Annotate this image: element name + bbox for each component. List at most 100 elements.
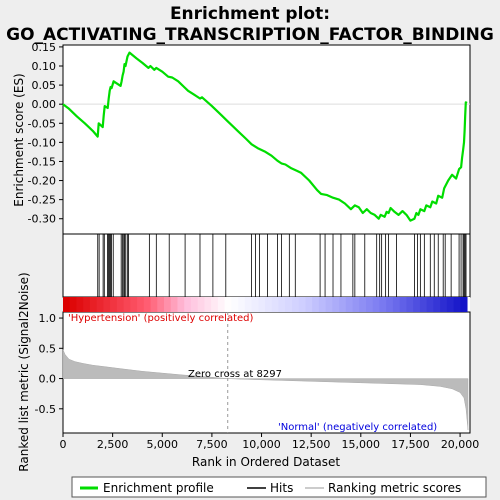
ranking-metric-area: [62, 312, 469, 433]
heatmap-segment: [413, 297, 421, 312]
heatmap-segment: [386, 297, 394, 312]
heatmap-segment: [204, 297, 212, 312]
heatmap-segment: [63, 297, 71, 312]
es-curve: [62, 51, 468, 222]
legend: Enrichment profile Hits Ranking metric s…: [71, 476, 487, 498]
heatmap-segment: [298, 297, 306, 312]
heatmap-segment: [332, 297, 340, 312]
metric-y-tick-label: 0.0: [39, 373, 57, 386]
heatmap-segment: [69, 297, 77, 312]
heatmap-segment: [224, 297, 232, 312]
x-tick-label: 12,500: [292, 438, 331, 451]
x-tick-label: 15,000: [342, 438, 381, 451]
x-tick-label: 2,500: [97, 438, 129, 451]
heatmap-segment: [110, 297, 118, 312]
heatmap-segment: [359, 297, 367, 312]
heatmap-segment: [352, 297, 360, 312]
x-tick-label: 17,500: [391, 438, 430, 451]
heatmap-segment: [460, 297, 468, 312]
heatmap-gradient: [63, 297, 468, 312]
heatmap-segment: [96, 297, 104, 312]
x-tick-label: 0: [60, 438, 67, 451]
x-tick-label: 7,500: [196, 438, 228, 451]
es-y-tick-label: -0.15: [28, 155, 56, 168]
metric-y-tick-label: -0.5: [35, 403, 56, 416]
heatmap-segment: [184, 297, 192, 312]
x-axis-label: Rank in Ordered Dataset: [192, 455, 340, 469]
legend-metric-label: Ranking metric scores: [328, 481, 461, 495]
top-y-axis-label: Enrichment score (ES): [12, 73, 26, 206]
heatmap-segment: [170, 297, 178, 312]
es-curve-group: [62, 51, 468, 222]
zero-cross-label: Zero cross at 8297: [188, 369, 282, 380]
heatmap-segment: [231, 297, 239, 312]
heatmap-segment: [265, 297, 273, 312]
hit-marks: [97, 234, 467, 297]
heatmap-segment: [103, 297, 111, 312]
heatmap-segment: [399, 297, 407, 312]
hits-panel: [62, 233, 471, 298]
heatmap-segment: [372, 297, 380, 312]
es-y-tick-label: 0.10: [32, 60, 57, 73]
es-panel: [62, 44, 471, 235]
heatmap-segment: [217, 297, 226, 312]
heatmap-segment: [238, 297, 246, 312]
heatmap-segment: [244, 297, 253, 312]
bottom-y-axis-label: Ranked list metric (Signal2Noise): [17, 272, 31, 471]
heatmap-segment: [271, 297, 279, 312]
positive-label: 'Hypertension' (positively correlated): [68, 313, 254, 324]
heatmap-segment: [318, 297, 327, 312]
x-tick-label: 20,000: [441, 438, 480, 451]
title-line1: Enrichment plot:: [170, 4, 330, 24]
heatmap-segment: [164, 297, 172, 312]
x-tick-label: 5,000: [147, 438, 179, 451]
title-line2: GO_ACTIVATING_TRANSCRIPTION_FACTOR_BINDI…: [6, 25, 494, 45]
legend-enrichment-label: Enrichment profile: [103, 481, 214, 495]
heatmap-segment: [305, 297, 313, 312]
heatmap-segment: [89, 297, 98, 312]
es-y-tick-label: -0.05: [28, 117, 56, 130]
legend-hits-label: Hits: [270, 481, 293, 495]
heatmap-segment: [291, 297, 300, 312]
heatmap-segment: [426, 297, 434, 312]
heatmap-segment: [419, 297, 428, 312]
heatmap-segment: [150, 297, 158, 312]
heatmap-segment: [190, 297, 199, 312]
heatmap-segment: [406, 297, 414, 312]
heatmap-segment: [312, 297, 320, 312]
metric-y-axis: 1.0 0.5 0.0 -0.5: [35, 312, 63, 416]
x-tick-label: 10,000: [242, 438, 281, 451]
heatmap-segment: [83, 297, 91, 312]
heatmap-segment: [130, 297, 138, 312]
legend-box: [71, 476, 487, 498]
metric-area: [62, 349, 469, 431]
es-y-tick-label: -0.10: [28, 136, 56, 149]
es-y-tick-label: -0.25: [28, 194, 56, 207]
x-axis: 0 2,500 5,000 7,500 10,000 12,500 15,000 17,500…: [60, 433, 480, 451]
heatmap-segment: [143, 297, 152, 312]
metric-y-tick-label: 0.5: [39, 342, 57, 355]
heatmap-segment: [116, 297, 125, 312]
heatmap-segment: [278, 297, 286, 312]
es-y-tick-label: -0.20: [28, 175, 56, 188]
es-y-tick-label: 0.00: [32, 98, 57, 111]
heatmap-segment: [453, 297, 461, 312]
es-y-tick-label: 0.05: [32, 79, 57, 92]
heatmap-segment: [251, 297, 259, 312]
heatmap-segment: [379, 297, 387, 312]
heatmap-segment: [197, 297, 205, 312]
heatmap-segment: [345, 297, 354, 312]
heatmap-segment: [339, 297, 347, 312]
es-y-tick-label: -0.30: [28, 213, 56, 226]
heatmap-segment: [76, 297, 84, 312]
heatmap-segment: [211, 297, 219, 312]
heatmap-segment: [123, 297, 131, 312]
heatmap-segment: [325, 297, 333, 312]
heatmap-segment: [392, 297, 401, 312]
metric-y-tick-label: 1.0: [39, 312, 57, 325]
negative-label: 'Normal' (negatively correlated): [278, 422, 437, 433]
heatmap-segment: [258, 297, 266, 312]
heatmap-segment: [440, 297, 448, 312]
heatmap-segment: [285, 297, 293, 312]
